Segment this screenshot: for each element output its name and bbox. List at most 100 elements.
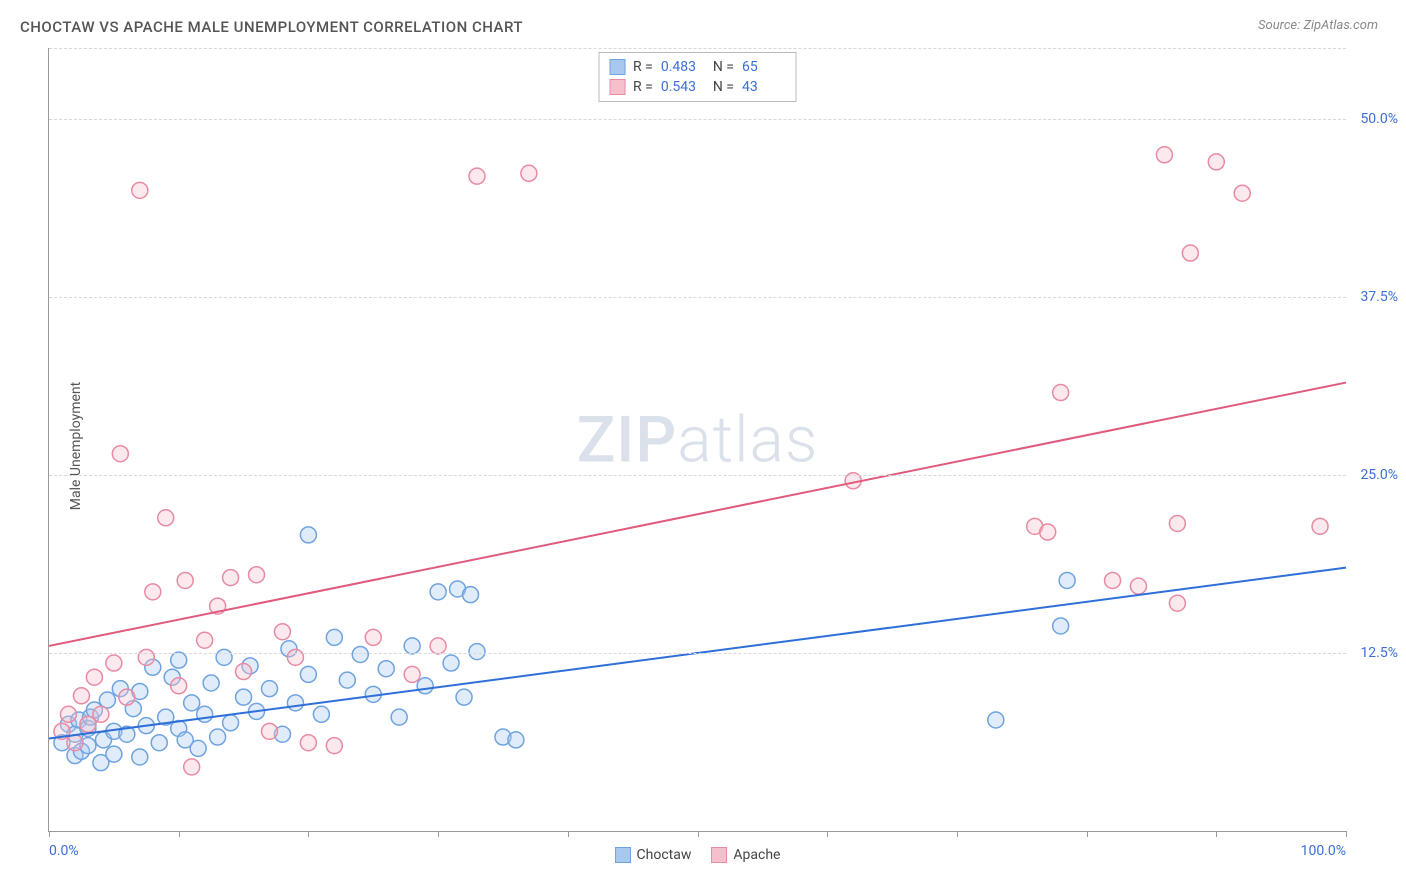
x-tick [438,831,439,837]
data-point [469,644,485,660]
data-point [430,584,446,600]
data-point [184,759,200,775]
data-point [326,738,342,754]
x-tick [1216,831,1217,837]
series-legend: Choctaw Apache [615,847,781,863]
legend-item: Choctaw [615,847,692,863]
x-tick-label: 0.0% [49,843,79,859]
data-point [430,638,446,654]
x-tick [49,831,50,837]
data-point [391,709,407,725]
data-point [177,572,193,588]
data-point [417,678,433,694]
data-point [190,740,206,756]
data-point [1169,595,1185,611]
data-point [988,712,1004,728]
data-point [106,746,122,762]
data-point [203,675,219,691]
gridline [49,119,1346,120]
data-point [60,706,76,722]
data-point [67,735,83,751]
data-point [151,735,167,751]
data-point [184,695,200,711]
stat-value: 65 [742,59,786,75]
data-point [1053,618,1069,634]
data-point [1059,572,1075,588]
data-point [197,706,213,722]
data-point [300,666,316,682]
stat-label: N = [713,79,734,95]
x-tick [568,831,569,837]
gridline [49,653,1346,654]
data-point [300,527,316,543]
gridline [49,297,1346,298]
y-tick-label: 25.0% [1360,467,1398,483]
data-point [365,629,381,645]
stat-label: N = [713,59,734,75]
y-tick-label: 37.5% [1360,289,1398,305]
x-tick [179,831,180,837]
y-tick-label: 50.0% [1360,111,1398,127]
data-point [236,689,252,705]
data-point [119,689,135,705]
data-point [1208,154,1224,170]
data-point [1169,515,1185,531]
data-point [1053,385,1069,401]
plot-svg [49,48,1346,831]
x-tick [308,831,309,837]
data-point [1182,245,1198,261]
stat-label: R = [633,79,653,95]
x-tick [1346,831,1347,837]
legend-swatch [711,847,727,863]
legend-item: Apache [711,847,780,863]
data-point [404,666,420,682]
data-point [223,715,239,731]
data-point [223,570,239,586]
data-point [132,182,148,198]
data-point [463,587,479,603]
data-point [158,510,174,526]
data-point [112,446,128,462]
legend-row: R =0.543N =43 [609,77,786,97]
data-point [508,732,524,748]
legend-swatch [609,59,625,75]
data-point [456,689,472,705]
x-tick [1087,831,1088,837]
x-tick [957,831,958,837]
data-point [93,706,109,722]
chart-title: CHOCTAW VS APACHE MALE UNEMPLOYMENT CORR… [20,18,523,36]
data-point [210,729,226,745]
data-point [145,584,161,600]
data-point [1312,518,1328,534]
data-point [197,632,213,648]
legend-label: Choctaw [637,847,692,863]
data-point [86,669,102,685]
x-tick [698,831,699,837]
data-point [138,649,154,665]
data-point [404,638,420,654]
x-tick [827,831,828,837]
x-tick-label: 100.0% [1301,843,1346,859]
data-point [274,624,290,640]
stat-value: 0.483 [661,59,705,75]
data-point [1040,524,1056,540]
data-point [132,749,148,765]
data-point [236,664,252,680]
source-label: Source: [1258,18,1303,33]
data-point [287,695,303,711]
data-point [521,165,537,181]
data-point [326,629,342,645]
data-point [443,655,459,671]
data-point [249,567,265,583]
data-point [1130,578,1146,594]
stat-label: R = [633,59,653,75]
chart-container: CHOCTAW VS APACHE MALE UNEMPLOYMENT CORR… [0,0,1406,892]
correlation-legend: R = 0.483 N = 65 R =0.543N =43 [598,52,797,102]
data-point [261,681,277,697]
data-point [1234,185,1250,201]
data-point [171,652,187,668]
legend-swatch [615,847,631,863]
data-point [106,655,122,671]
data-point [73,688,89,704]
data-point [216,649,232,665]
